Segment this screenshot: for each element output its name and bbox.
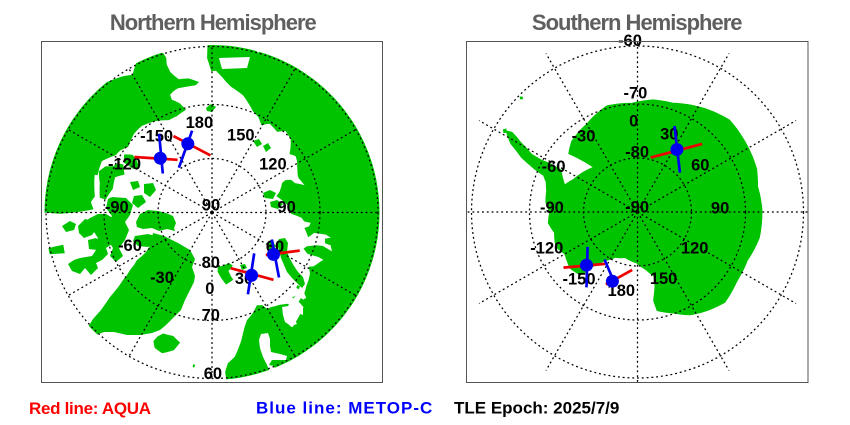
svg-text:-120: -120 bbox=[530, 240, 563, 258]
svg-text:0: 0 bbox=[629, 113, 638, 131]
svg-text:-90: -90 bbox=[540, 199, 564, 217]
svg-text:-150: -150 bbox=[140, 127, 173, 145]
svg-text:-30: -30 bbox=[572, 127, 596, 145]
svg-text:Red line: AQUA: Red line: AQUA bbox=[29, 399, 151, 418]
svg-text:70: 70 bbox=[202, 306, 220, 324]
svg-text:Blue line: METOP-C: Blue line: METOP-C bbox=[256, 399, 433, 418]
svg-text:90: 90 bbox=[202, 197, 220, 215]
svg-text:Northern Hemisphere: Northern Hemisphere bbox=[110, 10, 317, 35]
svg-text:-90: -90 bbox=[625, 198, 649, 216]
svg-text:80: 80 bbox=[202, 254, 220, 272]
svg-text:-90: -90 bbox=[105, 198, 129, 216]
svg-text:-60: -60 bbox=[542, 158, 566, 176]
svg-text:120: 120 bbox=[681, 240, 709, 258]
svg-text:90: 90 bbox=[277, 198, 295, 216]
svg-text:60: 60 bbox=[204, 365, 222, 383]
svg-text:150: 150 bbox=[650, 270, 678, 288]
svg-text:180: 180 bbox=[186, 114, 214, 132]
svg-text:TLE Epoch: 2025/7/9: TLE Epoch: 2025/7/9 bbox=[454, 399, 619, 418]
svg-text:-60: -60 bbox=[118, 237, 142, 255]
svg-text:-70: -70 bbox=[623, 84, 647, 102]
svg-text:150: 150 bbox=[227, 126, 255, 144]
svg-text:-120: -120 bbox=[108, 155, 141, 173]
svg-text:120: 120 bbox=[259, 155, 287, 173]
svg-text:0: 0 bbox=[205, 280, 214, 298]
svg-text:-150: -150 bbox=[562, 271, 595, 289]
svg-text:60: 60 bbox=[691, 157, 709, 175]
svg-text:-30: -30 bbox=[150, 269, 174, 287]
svg-text:-80: -80 bbox=[625, 144, 649, 162]
svg-text:90: 90 bbox=[711, 200, 729, 218]
svg-text:Southern Hemisphere: Southern Hemisphere bbox=[532, 10, 742, 35]
